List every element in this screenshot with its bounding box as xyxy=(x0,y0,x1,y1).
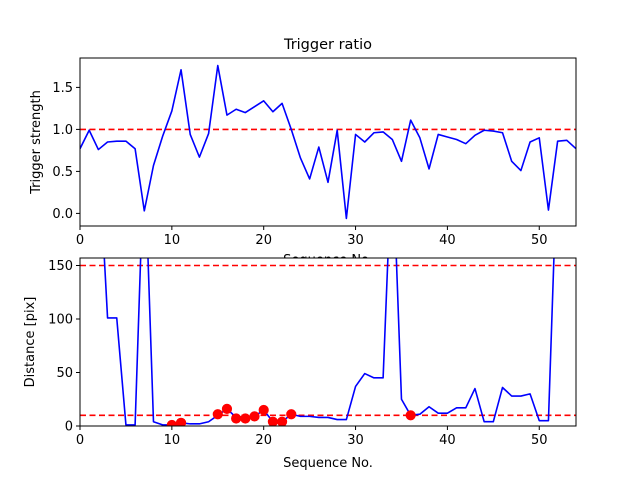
bottom-ytick-label: 0 xyxy=(65,420,73,435)
top-xtick-label: 50 xyxy=(531,233,548,248)
bottom-marker-point xyxy=(249,411,260,422)
bottom-marker-point xyxy=(286,409,297,420)
bottom-ytick-label: 150 xyxy=(48,259,73,274)
bottom-xlabel: Sequence No. xyxy=(283,456,373,471)
bottom-xtick-label: 40 xyxy=(439,433,456,448)
bottom-panel: 0 10 20 30 40 50 0 50 100 150 Distance [pix] Sequ… xyxy=(23,257,577,471)
bottom-xtick-label: 0 xyxy=(76,433,84,448)
top-ytick-label: 1.5 xyxy=(52,81,73,96)
top-ylabel: Trigger strength xyxy=(29,90,44,195)
bottom-xtick-label: 10 xyxy=(164,433,181,448)
bottom-marker-point xyxy=(231,413,242,424)
top-xtick-label: 40 xyxy=(439,233,456,248)
top-ytick-label: 1.0 xyxy=(52,123,73,138)
bottom-marker-point xyxy=(267,416,278,426)
bottom-marker-point xyxy=(221,403,233,414)
bottom-xtick-label: 20 xyxy=(255,433,272,448)
top-xtick-label: 10 xyxy=(164,233,181,248)
top-plot-frame xyxy=(79,57,577,227)
top-xtick-label: 30 xyxy=(347,233,364,248)
bottom-xtick-label: 50 xyxy=(531,433,548,448)
bottom-plot-background xyxy=(80,258,576,426)
bottom-ytick-label: 50 xyxy=(56,366,73,381)
top-series-line xyxy=(80,64,576,220)
bottom-marker-point xyxy=(276,416,288,426)
top-chart-title: Trigger ratio xyxy=(283,37,372,53)
top-xtick-label: 0 xyxy=(76,233,84,248)
top-panel: Trigger ratio 010203040500.00.51.01.5Seq… xyxy=(29,37,577,268)
top-ytick-label: 0.0 xyxy=(52,207,73,222)
top-ytick-label: 0.5 xyxy=(52,165,73,180)
bottom-marker-point xyxy=(240,413,251,424)
bottom-marker-point xyxy=(258,404,269,416)
bottom-ytick-label: 100 xyxy=(48,312,73,327)
top-xtick-label: 20 xyxy=(255,233,272,248)
bottom-plot-frame xyxy=(79,257,577,427)
bottom-ylabel: Distance [pix] xyxy=(23,297,38,388)
bottom-xtick-label: 30 xyxy=(347,433,364,448)
bottom-marker-point xyxy=(405,410,416,421)
bottom-marker-point xyxy=(175,417,187,426)
bottom-marker-point xyxy=(212,409,223,420)
